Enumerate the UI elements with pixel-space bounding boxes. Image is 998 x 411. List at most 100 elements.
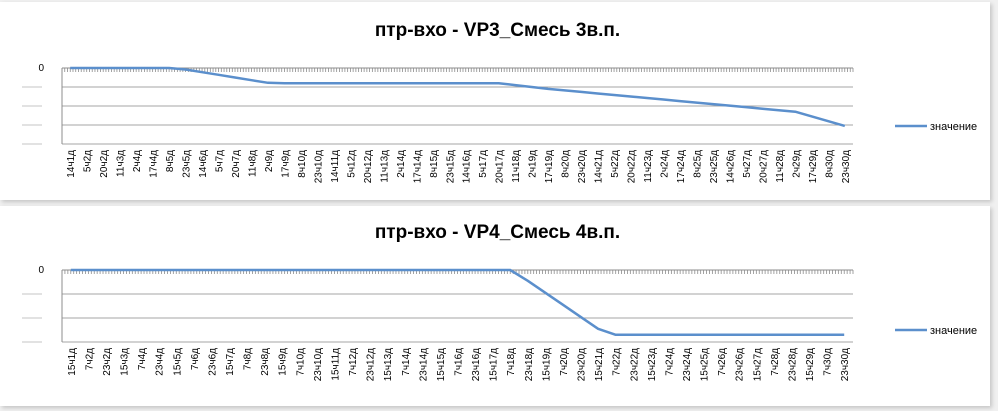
x-tick-label: 15ч9д — [278, 348, 289, 376]
x-tick-label: 23ч28д — [788, 348, 799, 381]
x-tick-label: 8ч10д — [297, 150, 308, 178]
x-tick-label: 20ч17д — [495, 150, 506, 183]
x-tick-label: 5ч27д — [742, 150, 753, 178]
x-tick-label: 2ч14д — [396, 150, 407, 178]
y-tick-label-faded — [22, 105, 42, 107]
x-tick-label: 14ч16д — [462, 150, 473, 183]
x-tick-label: 17ч19д — [544, 150, 555, 183]
x-tick-label: 15ч13д — [383, 348, 394, 381]
x-tick-label: 23ч30д — [841, 150, 852, 183]
x-tick-label: 15ч23д — [647, 348, 658, 381]
x-tick-label: 2ч29д — [791, 150, 802, 178]
x-tick-label: 7ч20д — [559, 348, 570, 376]
x-tick-label: 11ч13д — [379, 150, 390, 183]
x-tick-label: 17ч29д — [808, 150, 819, 183]
x-tick-label: 7ч6д — [190, 348, 201, 370]
x-tick-label: 15ч3д — [120, 348, 131, 376]
x-tick-label: 23ч20д — [577, 348, 588, 381]
x-tick-label: 23ч10д — [313, 150, 324, 183]
x-tick-label: 5ч17д — [478, 150, 489, 178]
y-tick-label-faded — [22, 124, 42, 126]
legend-label: значение — [930, 325, 977, 337]
x-tick-label: 23ч26д — [735, 348, 746, 381]
x-tick-label: 8ч5д — [165, 150, 176, 172]
x-tick-label: 5ч22д — [610, 150, 621, 178]
x-tick-label: 15ч25д — [700, 348, 711, 381]
x-tick-label: 15ч7д — [225, 348, 236, 376]
x-tick-label: 7ч24д — [664, 348, 675, 376]
x-tick-label: 15ч15д — [436, 348, 447, 381]
x-tick-label: 23ч14д — [418, 348, 429, 381]
x-tick-label: 15ч29д — [805, 348, 816, 381]
x-tick-label: 23ч30д — [840, 348, 851, 381]
x-tick-label: 7ч22д — [612, 348, 623, 376]
x-tick-label: 23ч4д — [155, 348, 166, 376]
chart-vp4: птр-вхо - VP4_Смесь 4в.п. 0 15ч1д 7ч2д 23ч2д… — [22, 222, 977, 381]
x-tick-label: 7ч14д — [401, 348, 412, 376]
x-tick-label: 7ч12д — [348, 348, 359, 376]
y-tick-label-faded — [22, 86, 42, 88]
x-tick-label: 20ч22д — [627, 150, 638, 183]
y-tick-label: 0 — [38, 63, 44, 74]
x-tick-label: 2ч19д — [528, 150, 539, 178]
y-tick-label-faded — [22, 341, 42, 343]
x-tick-label: 11ч18д — [511, 150, 522, 183]
x-tick-label: 7ч26д — [717, 348, 728, 376]
y-tick-label-faded — [22, 143, 42, 145]
chart-panel-vp4: птр-вхо - VP4_Смесь 4в.п. 0 15ч1д 7ч2д 23ч2д… — [0, 206, 990, 406]
x-tick-label: 15ч11д — [331, 348, 342, 381]
x-tick-label: 2ч4д — [132, 150, 143, 172]
chart-title: птр-вхо - VP4_Смесь 4в.п. — [375, 222, 620, 243]
x-tick-label: 7ч10д — [295, 348, 306, 376]
x-tick-label: 14ч26д — [725, 150, 736, 183]
x-tick-label: 17ч14д — [412, 150, 423, 183]
x-tick-label: 7ч4д — [137, 348, 148, 370]
x-tick-label: 15ч5д — [172, 348, 183, 376]
x-tick-label: 7ч16д — [454, 348, 465, 376]
x-tick-label: 7ч30д — [823, 348, 834, 376]
x-tick-label: 23ч12д — [366, 348, 377, 381]
x-tick-label: 8ч15д — [429, 150, 440, 178]
x-tick-label: 20ч7д — [231, 150, 242, 178]
x-tick-label: 15ч1д — [67, 348, 78, 376]
x-tick-label: 23ч25д — [709, 150, 720, 183]
x-tick-label: 8ч25д — [692, 150, 703, 178]
x-tick-label: 7ч18д — [506, 348, 517, 376]
x-tick-label: 23ч10д — [313, 348, 324, 381]
x-tick-label: 23ч8д — [260, 348, 271, 376]
x-tick-label: 17ч4д — [149, 150, 160, 178]
x-tick-label: 15ч21д — [594, 348, 605, 381]
y-tick-label-faded — [22, 293, 42, 295]
y-tick-label: 0 — [38, 265, 44, 276]
x-tick-label: 23ч20д — [577, 150, 588, 183]
x-tick-label: 2ч24д — [660, 150, 671, 178]
chart-title: птр-вхо - VP3_Смесь 3в.п. — [375, 20, 620, 41]
x-tick-label: 23ч5д — [182, 150, 193, 178]
x-tick-label: 14ч1д — [66, 150, 77, 178]
x-tick-label: 23ч18д — [524, 348, 535, 381]
x-tick-label: 7ч28д — [770, 348, 781, 376]
x-tick-label: 11ч3д — [116, 150, 127, 177]
x-tick-label: 11ч23д — [643, 150, 654, 183]
legend-label: значение — [930, 121, 977, 133]
x-tick-label: 20ч2д — [99, 150, 110, 178]
chart-vp3: птр-вхо - VP3_Смесь 3в.п. 0 14ч1д 5ч2д 20ч2д… — [22, 20, 977, 183]
x-tick-label: 15ч19д — [541, 348, 552, 381]
x-tick-label: 14ч21д — [594, 150, 605, 183]
x-tick-label: 2ч9д — [264, 150, 275, 172]
x-tick-label: 7ч8д — [243, 348, 254, 370]
x-tick-label: 5ч2д — [83, 150, 94, 172]
x-tick-label: 7ч2д — [84, 348, 95, 370]
x-tick-label: 8ч30д — [824, 150, 835, 178]
x-tick-label: 5ч7д — [215, 150, 226, 172]
x-tick-label: 8ч20д — [561, 150, 572, 178]
x-tick-label: 14ч6д — [198, 150, 209, 178]
x-tick-label: 20ч27д — [758, 150, 769, 183]
series-line — [70, 268, 845, 337]
x-tick-label: 15ч27д — [752, 348, 763, 381]
x-tick-label: 15ч17д — [489, 348, 500, 381]
x-tick-label: 23ч24д — [682, 348, 693, 381]
x-tick-label: 11ч8д — [248, 150, 259, 177]
x-tick-label: 23ч16д — [471, 348, 482, 381]
x-tick-label: 5ч12д — [346, 150, 357, 178]
